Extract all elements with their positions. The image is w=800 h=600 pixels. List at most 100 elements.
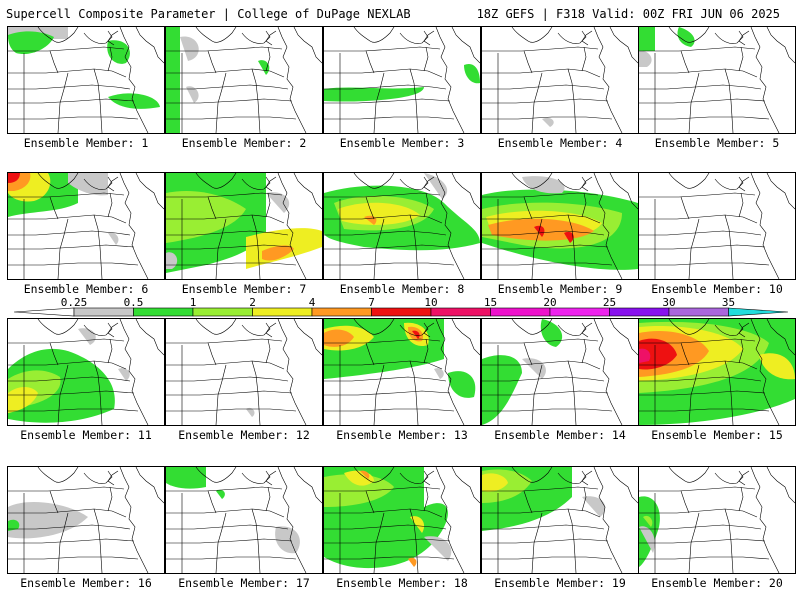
map-basemap — [639, 467, 795, 573]
boundary-line — [639, 538, 766, 544]
scp-contour-gray — [522, 176, 565, 194]
scp-contour-red — [564, 231, 574, 243]
boundary-line — [277, 173, 307, 279]
map-panel-10 — [638, 172, 796, 280]
boundary-line — [8, 116, 139, 120]
map-basemap — [166, 319, 322, 425]
boundary-line — [8, 192, 125, 198]
boundary-line — [482, 408, 613, 412]
boundary-line — [265, 470, 277, 486]
boundary-line — [423, 192, 429, 218]
map-panel-1 — [7, 26, 165, 134]
colorbar-segment — [430, 307, 491, 317]
boundary-line — [324, 98, 451, 104]
map-basemap — [639, 27, 795, 133]
boundary-line — [482, 116, 613, 120]
map-panel-17 — [165, 466, 323, 574]
member-label-6: Ensemble Member: 6 — [23, 282, 149, 296]
scp-contour-green — [166, 467, 206, 489]
boundary-line — [195, 173, 237, 189]
map-basemap — [8, 319, 164, 425]
map-panel-8 — [323, 172, 481, 280]
boundary-line — [639, 46, 756, 52]
boundary-line — [482, 390, 609, 396]
boundary-line — [135, 319, 164, 356]
boundary-line — [581, 176, 593, 192]
map-basemap — [324, 27, 480, 133]
colorbar-legend — [13, 307, 789, 317]
boundary-line — [639, 230, 762, 236]
boundary-line — [166, 556, 297, 560]
boundary-line — [93, 68, 103, 133]
boundary-line — [324, 68, 443, 78]
boundary-line — [482, 244, 609, 250]
colorbar-tick-label: 7 — [368, 296, 375, 309]
boundary-line — [166, 230, 289, 236]
map-panel-13 — [323, 318, 481, 426]
scp-contour-green — [324, 87, 424, 102]
scp-contour-gray — [246, 407, 255, 417]
boundary-line — [399, 30, 429, 44]
scp-contour-gray — [68, 173, 108, 196]
boundary-line — [639, 338, 756, 344]
scp-contour-yellow — [759, 353, 795, 380]
map-panel-16 — [7, 466, 165, 574]
boundary-line — [166, 524, 289, 530]
scp-contour-green — [482, 355, 522, 425]
boundary-line — [639, 390, 766, 396]
boundary-line — [435, 319, 465, 425]
boundary-line — [714, 176, 744, 190]
boundary-line — [107, 338, 113, 364]
boundary-line — [523, 342, 533, 366]
boundary-line — [714, 470, 744, 484]
boundary-line — [277, 467, 307, 573]
boundary-line — [83, 470, 113, 484]
member-label-10: Ensemble Member: 10 — [651, 282, 783, 296]
boundary-line — [8, 408, 139, 412]
scp-contour-gray — [266, 192, 290, 213]
map-basemap — [8, 467, 164, 573]
boundary-line — [166, 486, 283, 492]
boundary-line — [265, 322, 277, 338]
boundary-line — [750, 27, 780, 133]
scp-contour-green — [216, 489, 225, 499]
boundary-line — [399, 470, 429, 484]
scp-contour-lightgreen — [166, 190, 246, 243]
scp-contour-yellow — [338, 202, 420, 225]
boundary-line — [166, 262, 297, 266]
boundary-line — [593, 467, 623, 573]
boundary-line — [166, 244, 293, 250]
boundary-line — [482, 538, 609, 544]
boundary-line — [119, 467, 149, 573]
boundary-line — [265, 176, 277, 192]
map-panel-6 — [7, 172, 165, 280]
member-label-17: Ensemble Member: 17 — [178, 576, 310, 590]
boundary-line — [365, 490, 375, 514]
scp-contour-orange — [262, 245, 294, 261]
boundary-line — [738, 192, 744, 218]
boundary-line — [166, 338, 283, 344]
boundary-line — [166, 84, 289, 90]
boundary-line — [8, 390, 135, 396]
boundary-line — [83, 30, 113, 44]
boundary-line — [531, 72, 543, 133]
boundary-line — [738, 486, 744, 512]
boundary-line — [511, 173, 553, 189]
boundary-line — [482, 508, 601, 518]
colorbar-segment — [73, 307, 134, 317]
boundary-line — [451, 27, 480, 64]
boundary-line — [423, 46, 429, 72]
boundary-line — [207, 196, 217, 220]
boundary-line — [609, 27, 638, 64]
boundary-line — [609, 467, 638, 504]
boundary-line — [738, 30, 750, 46]
boundary-line — [365, 342, 375, 366]
member-label-18: Ensemble Member: 18 — [336, 576, 468, 590]
boundary-line — [207, 50, 217, 74]
boundary-line — [738, 176, 750, 192]
boundary-line — [324, 262, 455, 266]
member-label-12: Ensemble Member: 12 — [178, 428, 310, 442]
boundary-line — [8, 556, 139, 560]
colorbar-tick-label: 15 — [483, 296, 498, 309]
boundary-line — [724, 68, 734, 133]
